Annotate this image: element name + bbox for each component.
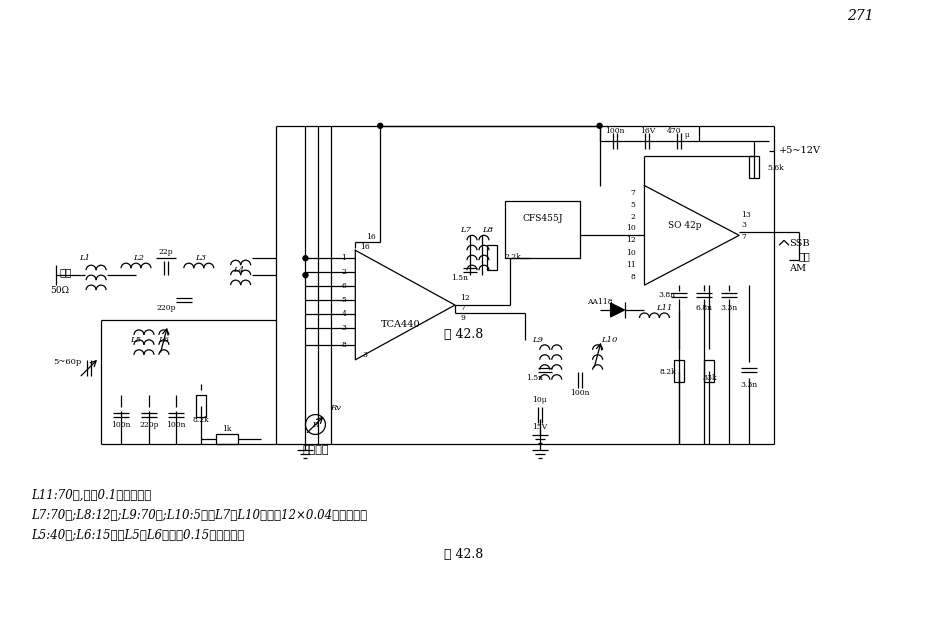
- Text: 8: 8: [630, 273, 635, 281]
- Text: L7:70匝;L8:12匝;L9:70匝;L10:5匝。L7～L10均采用12×0.04铜绞合线；: L7:70匝;L8:12匝;L9:70匝;L10:5匝。L7～L10均采用12×…: [32, 508, 367, 521]
- Text: 2: 2: [630, 213, 635, 222]
- Text: 10: 10: [625, 249, 635, 257]
- Text: 9: 9: [460, 314, 464, 322]
- Text: L5: L5: [131, 336, 141, 344]
- Text: 100n: 100n: [166, 421, 185, 429]
- Text: 3.3n: 3.3n: [740, 381, 757, 389]
- Text: 100n: 100n: [111, 421, 131, 429]
- Text: 11: 11: [625, 261, 635, 269]
- Text: L3: L3: [195, 254, 206, 262]
- Text: L8: L8: [482, 227, 493, 234]
- Text: 图 42.8: 图 42.8: [444, 329, 483, 341]
- Text: R: R: [312, 421, 318, 429]
- Text: 50Ω: 50Ω: [50, 285, 69, 295]
- Text: 12: 12: [625, 237, 635, 244]
- Bar: [487, 245, 496, 270]
- Text: SSB: SSB: [788, 239, 808, 248]
- Text: 7: 7: [630, 188, 635, 197]
- Text: μ: μ: [684, 131, 689, 139]
- Text: 5: 5: [341, 296, 346, 304]
- Text: L2: L2: [133, 254, 145, 262]
- Text: 2: 2: [341, 268, 346, 276]
- Text: 220p: 220p: [139, 421, 159, 429]
- Circle shape: [596, 123, 602, 128]
- Polygon shape: [610, 303, 624, 317]
- Text: Rv: Rv: [330, 404, 341, 411]
- Text: 5: 5: [630, 202, 635, 210]
- Text: L4: L4: [233, 266, 244, 274]
- Text: 3: 3: [362, 351, 367, 359]
- Text: 16V: 16V: [639, 127, 654, 135]
- Circle shape: [302, 256, 308, 261]
- Text: 6.8n: 6.8n: [695, 304, 712, 312]
- Text: 低频: 低频: [798, 252, 810, 261]
- Bar: [215, 434, 237, 444]
- Text: L6: L6: [159, 336, 170, 344]
- Circle shape: [302, 273, 308, 278]
- Text: L11: L11: [655, 304, 672, 312]
- Text: 10μ: 10μ: [532, 396, 547, 404]
- Text: L11:70匝,采用0.1铜漆包线。: L11:70匝,采用0.1铜漆包线。: [32, 489, 151, 501]
- Bar: [674, 360, 683, 382]
- Text: SO 42p: SO 42p: [667, 221, 700, 230]
- Text: TCA440: TCA440: [380, 321, 420, 329]
- Text: 5~60p: 5~60p: [53, 358, 81, 366]
- Text: L1: L1: [79, 254, 90, 262]
- Text: 6: 6: [341, 282, 346, 290]
- Text: 12: 12: [460, 294, 469, 302]
- Text: 3.8n: 3.8n: [658, 291, 675, 299]
- Bar: [704, 360, 714, 382]
- Text: 470: 470: [667, 127, 681, 135]
- Text: 8.2k: 8.2k: [658, 367, 675, 376]
- Text: 5.6k: 5.6k: [767, 163, 783, 172]
- Text: 16: 16: [366, 233, 375, 242]
- Text: L10: L10: [601, 336, 617, 344]
- Text: 220p: 220p: [156, 304, 176, 312]
- Text: AA118: AA118: [586, 298, 612, 306]
- Text: 7: 7: [741, 233, 745, 242]
- Circle shape: [305, 414, 325, 434]
- Circle shape: [377, 123, 382, 128]
- Text: 10: 10: [625, 224, 635, 232]
- Text: 7: 7: [460, 304, 464, 312]
- Text: 前置调整: 前置调整: [302, 444, 328, 455]
- Bar: [196, 394, 206, 416]
- Text: 3: 3: [741, 222, 745, 229]
- Text: 1.5n: 1.5n: [451, 274, 468, 282]
- Text: 15V: 15V: [531, 424, 547, 431]
- Text: 13: 13: [741, 212, 750, 220]
- Bar: [748, 156, 758, 178]
- Text: 1.5n: 1.5n: [526, 374, 542, 382]
- Text: 3: 3: [341, 324, 346, 332]
- Text: 2.2k: 2.2k: [504, 254, 521, 261]
- Text: +5~12V: +5~12V: [778, 146, 820, 155]
- Text: L9: L9: [532, 336, 542, 344]
- Text: 天线: 天线: [60, 268, 72, 277]
- Text: 100n: 100n: [604, 127, 624, 135]
- Text: AM: AM: [788, 264, 806, 273]
- Text: 16: 16: [360, 244, 370, 251]
- Text: 1: 1: [341, 254, 346, 262]
- Text: 271: 271: [846, 9, 873, 23]
- Text: 4: 4: [341, 310, 346, 318]
- Text: 图 42.8: 图 42.8: [444, 548, 483, 562]
- Text: 33k: 33k: [701, 374, 716, 382]
- Text: L7: L7: [460, 227, 471, 234]
- Text: 22p: 22p: [159, 249, 173, 256]
- Text: 100n: 100n: [569, 389, 589, 397]
- Text: 8: 8: [341, 341, 346, 349]
- Text: 8.2k: 8.2k: [192, 416, 209, 424]
- Text: 3.3n: 3.3n: [719, 304, 737, 312]
- Text: L5:40匝;L6:15匝。L5、L6均采用0.15铜漆包线；: L5:40匝;L6:15匝。L5、L6均采用0.15铜漆包线；: [32, 528, 245, 541]
- Bar: [504, 200, 579, 259]
- Text: CFS455J: CFS455J: [522, 214, 563, 223]
- Text: 1k: 1k: [222, 426, 231, 433]
